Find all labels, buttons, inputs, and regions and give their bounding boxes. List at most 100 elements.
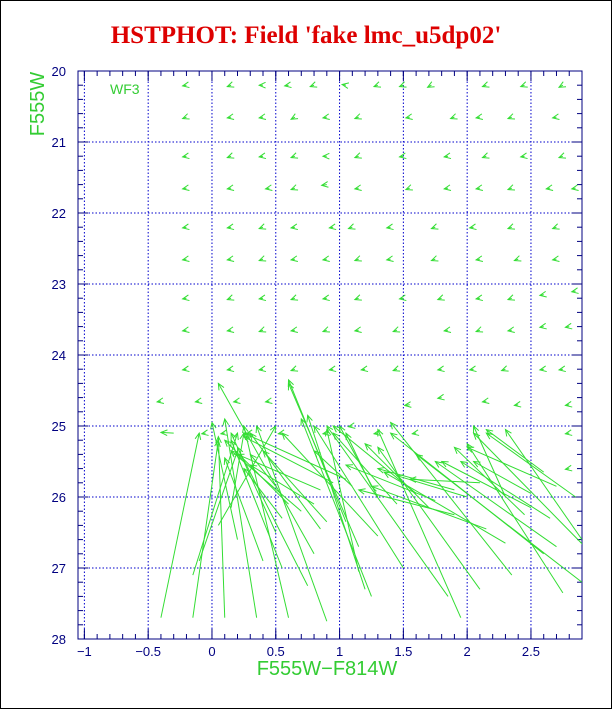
vector-arrowhead [377,428,384,437]
data-vector [289,294,299,301]
vector-shaft [460,461,551,519]
vector-arrowhead [332,425,341,433]
vector-arrowhead [472,460,481,468]
vector-arrowhead [353,152,362,159]
data-vector [242,432,347,480]
vector-arrowhead [257,152,267,160]
vector-arrowhead [506,294,516,301]
data-vector [392,326,401,333]
data-vector [519,152,528,160]
y-tick-label: 26 [52,490,66,505]
data-vector [340,82,350,89]
vector-arrowhead [389,421,398,430]
vector-arrowhead [485,432,494,440]
data-vector [468,365,477,373]
data-vector [289,255,299,262]
data-vector [398,294,407,302]
vector-arrowhead [223,439,232,447]
vector-arrowhead [181,255,190,262]
data-vector [436,365,445,373]
data-vector [332,432,398,505]
vector-arrowhead [226,184,235,191]
vector-arrowhead [570,184,579,191]
vector-arrowhead [249,464,258,472]
vector-arrowhead [430,255,439,262]
vector-arrowhead [321,152,330,160]
data-vector [181,184,190,191]
vector-arrowhead [564,429,573,436]
vector-shaft [230,433,245,508]
data-vector [262,449,328,523]
vector-arrowhead [442,152,452,160]
vector-arrowhead [215,435,222,444]
vector-arrowhead [449,113,458,120]
data-vector [289,152,299,159]
vector-shaft [230,450,302,512]
data-vector [313,424,404,569]
data-vector [258,255,267,262]
data-vector [353,152,362,159]
vector-arrowhead [398,81,407,88]
vector-arrowhead [426,81,435,88]
vector-shaft [237,447,309,586]
x-tick-label: 0.5 [267,644,285,659]
vector-arrowhead [194,431,202,441]
vector-arrowhead [181,81,190,89]
data-vector [226,223,235,231]
vector-arrowhead [281,432,289,440]
vector-arrowhead [415,453,424,461]
data-vector [466,446,557,487]
data-vector [513,255,522,262]
data-vector [226,326,235,333]
vector-arrowhead [506,113,516,120]
data-vector [570,287,579,294]
data-vector [230,439,283,569]
vector-arrowhead [230,450,238,458]
vector-arrowhead [538,365,547,373]
vector-arrowhead [385,223,394,231]
data-vector [442,184,452,191]
data-vector [364,442,430,509]
vector-arrowhead [353,294,362,301]
vector-arrowhead [289,152,299,159]
x-tick-label: 2.5 [522,644,540,659]
data-vector [290,113,299,120]
vector-arrowhead [328,365,337,373]
vector-shaft [160,431,174,434]
data-vector [557,365,566,373]
vector-arrowhead [551,223,560,230]
data-vector [257,152,267,160]
data-vector [377,446,481,590]
vector-arrowhead [289,294,299,301]
vector-shaft [326,429,360,572]
vector-arrowhead [264,397,273,404]
data-vector [200,429,209,436]
data-vector [481,397,490,404]
vector-shaft [192,440,219,618]
data-vector [434,460,557,548]
y-tick-label: 28 [52,632,66,647]
vector-arrowhead [564,464,573,472]
vector-shaft [377,429,462,618]
vector-arrowhead [242,436,251,443]
data-vector [264,184,273,191]
data-vector [345,431,372,487]
vector-arrowhead [519,81,528,88]
data-vector [519,81,528,88]
vector-arrowhead [309,81,318,88]
data-vector [474,113,484,120]
vector-arrowhead [538,322,547,330]
data-vector [249,464,315,505]
vector-arrowhead [222,417,229,426]
data-vector [551,223,560,230]
data-vector [564,464,573,472]
vector-arrowhead [389,432,398,440]
x-tick-label: 2 [464,644,471,659]
vector-arrowhead [468,223,477,231]
data-vector [217,382,315,555]
vector-arrowhead [403,401,412,408]
data-vector [217,424,277,526]
vector-arrowhead [219,429,228,436]
data-vector [257,113,267,120]
data-vector [506,113,516,120]
